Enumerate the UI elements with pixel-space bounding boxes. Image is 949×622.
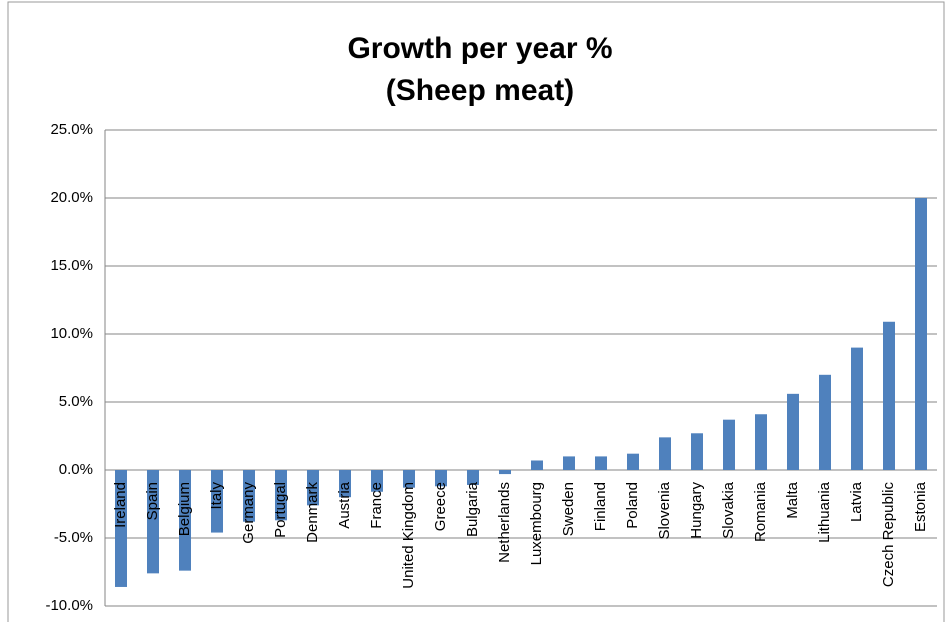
bar (787, 393, 799, 470)
x-tick-label: Luxembourg (528, 482, 545, 565)
x-tick-label: Latvia (848, 481, 865, 522)
x-tick-label: Denmark (304, 482, 321, 543)
x-tick-label: Malta (784, 481, 801, 518)
x-tick-label: Germany (240, 482, 257, 544)
bar (595, 456, 607, 470)
bar (531, 460, 543, 470)
x-tick-label: Poland (624, 482, 641, 529)
bar (723, 419, 735, 470)
bar (211, 470, 223, 533)
bar (179, 470, 191, 571)
y-tick-label: -5.0% (54, 529, 93, 546)
bar (627, 453, 639, 470)
x-tick-label: Austria (336, 481, 353, 528)
bar (403, 470, 415, 488)
x-tick-label: Spain (144, 482, 161, 520)
bar (115, 470, 127, 587)
bar (883, 321, 895, 470)
y-tick-label: 15.0% (50, 257, 93, 274)
chart-title: (Sheep meat) (386, 74, 574, 107)
bar (243, 470, 255, 522)
x-tick-label: Bulgaria (464, 481, 481, 537)
x-tick-label: Romania (752, 481, 769, 542)
x-tick-label: Estonia (912, 481, 929, 532)
bar (307, 470, 319, 506)
bar (819, 374, 831, 470)
x-tick-label: France (368, 482, 385, 529)
bar (371, 470, 383, 492)
x-tick-label: Portugal (272, 482, 289, 538)
bar (147, 470, 159, 574)
y-tick-label: 25.0% (50, 121, 93, 138)
y-tick-label: -10.0% (45, 597, 93, 614)
x-tick-label: Netherlands (496, 482, 513, 563)
x-tick-label: Finland (592, 482, 609, 531)
x-tick-label: Czech Republic (880, 482, 897, 588)
bar (691, 433, 703, 470)
bar (851, 347, 863, 470)
x-tick-label: United Kingdom (400, 482, 417, 589)
x-tick-label: Lithuania (816, 481, 833, 543)
chart-title: Growth per year % (347, 32, 612, 65)
x-tick-label: Slovakia (720, 481, 737, 538)
x-tick-label: Hungary (688, 482, 705, 539)
x-tick-label: Slovenia (656, 481, 673, 539)
y-tick-label: 5.0% (59, 393, 93, 410)
bar (467, 470, 479, 485)
x-tick-label: Greece (432, 482, 449, 531)
y-tick-label: 10.0% (50, 325, 93, 342)
bar (755, 414, 767, 470)
x-tick-label: Italy (208, 482, 225, 510)
bar (435, 470, 447, 487)
bar (659, 437, 671, 470)
chart-frame (7, 1, 945, 622)
bar (563, 456, 575, 470)
bar (499, 470, 511, 475)
x-tick-label: Ireland (112, 482, 129, 528)
x-tick-label: Belgium (176, 482, 193, 536)
bar (339, 470, 351, 498)
bar (915, 198, 927, 470)
y-tick-label: 0.0% (59, 461, 93, 478)
x-tick-label: Sweden (560, 482, 577, 536)
bar (275, 470, 287, 521)
y-tick-label: 20.0% (50, 189, 93, 206)
